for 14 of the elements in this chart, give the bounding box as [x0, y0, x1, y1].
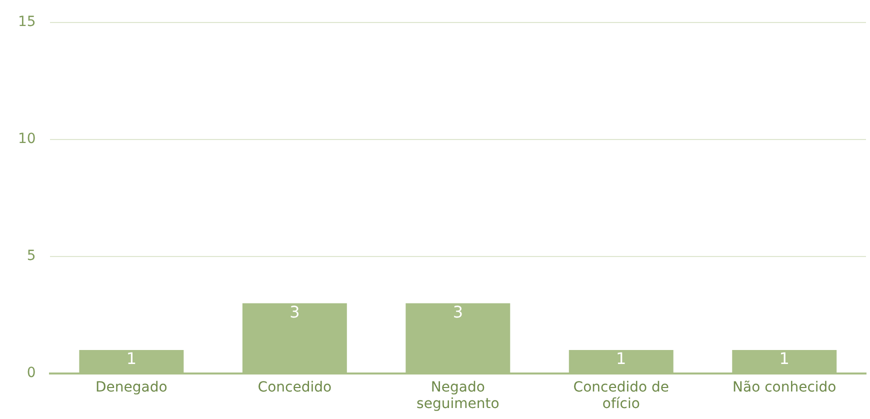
data-label: 1 [126, 349, 137, 368]
y-tick-label: 0 [26, 365, 36, 382]
x-tick-label: Negado seguimento [416, 379, 500, 412]
x-tick-label: Denegado [96, 379, 168, 396]
x-tick-label: Concedido de ofício [573, 379, 669, 412]
x-tick-label: Não conhecido [732, 379, 836, 396]
data-label: 3 [452, 302, 463, 322]
data-label: 1 [779, 349, 790, 368]
data-label: 1 [616, 349, 626, 368]
y-tick-label: 15 [18, 14, 36, 30]
x-tick-label: Concedido [258, 379, 332, 396]
y-tick-label: 5 [26, 248, 36, 264]
data-label: 3 [290, 302, 300, 322]
y-tick-label: 10 [18, 131, 36, 148]
